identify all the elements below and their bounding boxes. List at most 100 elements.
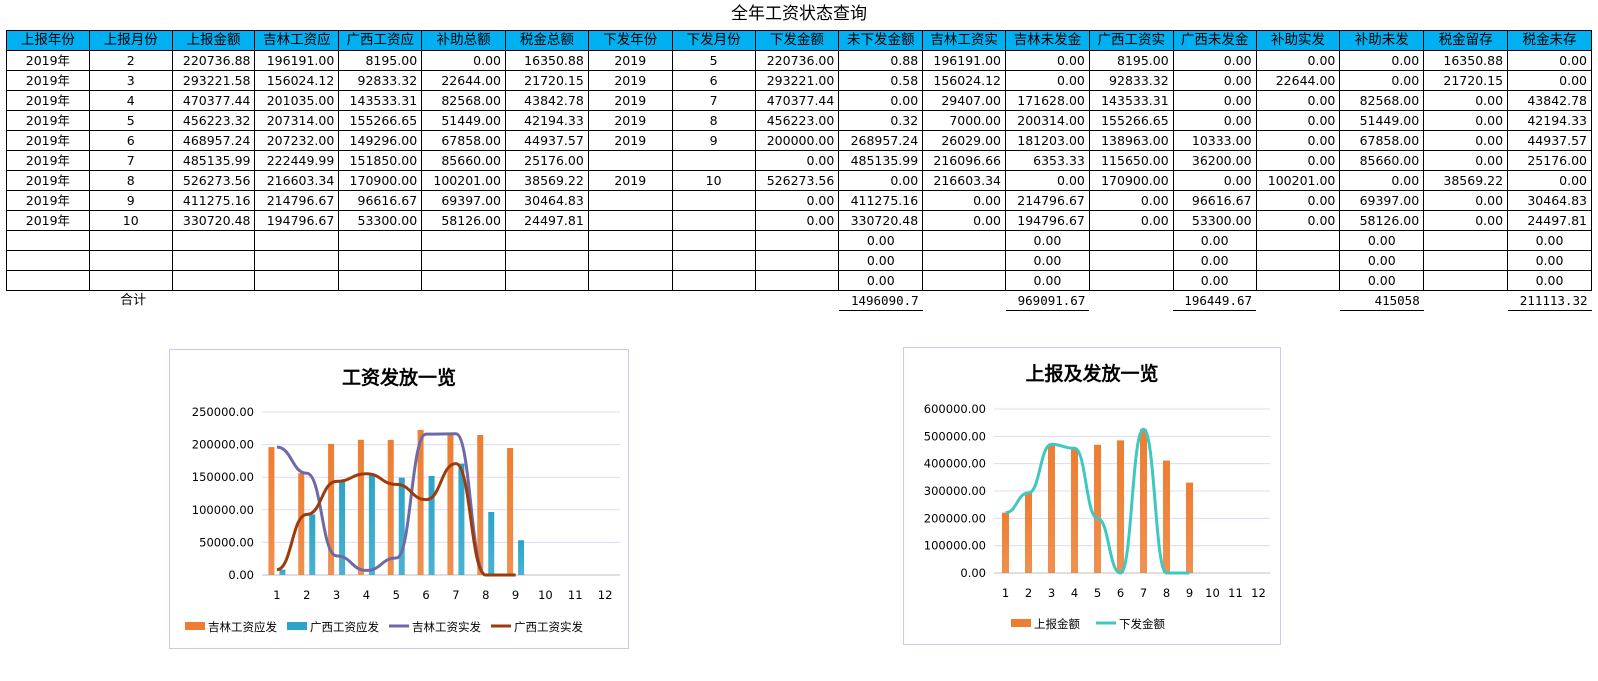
table-cell[interactable]: 214796.67 [254, 190, 340, 211]
table-cell[interactable]: 30464.83 [1507, 190, 1592, 211]
bar[interactable] [458, 463, 465, 575]
table-cell[interactable]: 38569.22 [505, 170, 589, 191]
bar[interactable] [398, 477, 405, 575]
table-cell[interactable]: 138963.00 [1088, 130, 1174, 151]
table-cell[interactable]: 69397.00 [421, 190, 506, 211]
table-cell[interactable]: 42194.33 [1507, 110, 1592, 131]
legend-item[interactable]: 广西工资应发 [287, 620, 379, 634]
table-cell[interactable] [587, 230, 673, 251]
table-cell[interactable]: 0.00 [1255, 50, 1341, 71]
table-cell[interactable]: 143533.31 [1088, 90, 1174, 111]
table-cell[interactable]: 29407.00 [922, 90, 1007, 111]
table-cell[interactable]: 8195.00 [338, 50, 423, 71]
table-cell[interactable]: 0.00 [1088, 210, 1174, 231]
table-cell[interactable]: 485135.99 [171, 150, 256, 171]
table-cell[interactable]: 526273.56 [171, 170, 256, 191]
table-cell[interactable]: 468957.24 [171, 130, 256, 151]
table-cell[interactable]: 196191.00 [254, 50, 340, 71]
column-header[interactable]: 税金总额 [505, 30, 589, 51]
table-cell[interactable]: 268957.24 [838, 130, 924, 151]
bar[interactable] [1140, 429, 1147, 573]
table-cell[interactable] [88, 250, 173, 271]
table-cell[interactable] [671, 190, 756, 211]
table-cell[interactable] [1255, 270, 1341, 291]
table-cell[interactable] [338, 270, 423, 291]
table-cell[interactable]: 0.58 [838, 70, 924, 91]
table-cell[interactable]: 16350.88 [1423, 50, 1509, 71]
table-cell[interactable] [171, 250, 256, 271]
table-cell[interactable]: 58126.00 [1339, 210, 1425, 231]
table-cell[interactable]: 220736.00 [754, 50, 840, 71]
column-header[interactable]: 吉林未发金 [1005, 30, 1090, 51]
bar[interactable] [1025, 492, 1032, 573]
table-cell[interactable]: 2019年 [6, 130, 90, 151]
table-cell[interactable] [587, 150, 673, 171]
column-header[interactable]: 税金未存 [1507, 30, 1592, 51]
table-cell[interactable]: 2019年 [6, 190, 90, 211]
table-cell[interactable] [1423, 270, 1509, 291]
table-cell[interactable]: 21720.15 [1423, 70, 1509, 91]
report-payout-chart[interactable]: 上报及发放一览 0.00 100000.00 200000.00 300000.00 40… [903, 347, 1281, 645]
table-cell[interactable]: 170900.00 [1088, 170, 1174, 191]
table-cell[interactable]: 0.00 [1005, 70, 1090, 91]
table-cell[interactable]: 196191.00 [922, 50, 1007, 71]
table-cell[interactable]: 0.00 [838, 230, 924, 251]
table-cell[interactable]: 330720.48 [838, 210, 924, 231]
table-cell[interactable]: 2019 [587, 50, 673, 71]
table-cell[interactable] [171, 270, 256, 291]
table-cell[interactable]: 0.00 [1507, 50, 1592, 71]
bar[interactable] [1117, 440, 1124, 573]
table-cell[interactable]: 22644.00 [421, 70, 506, 91]
table-cell[interactable]: 194796.67 [254, 210, 340, 231]
table-cell[interactable]: 21720.15 [505, 70, 589, 91]
table-cell[interactable]: 42194.33 [505, 110, 589, 131]
table-cell[interactable]: 0.00 [1172, 250, 1257, 271]
table-cell[interactable]: 0.00 [1172, 270, 1257, 291]
table-cell[interactable]: 0.32 [838, 110, 924, 131]
table-cell[interactable]: 67858.00 [421, 130, 506, 151]
bar[interactable] [447, 433, 454, 575]
legend-item[interactable]: 上报金额 [1011, 617, 1080, 631]
table-cell[interactable] [88, 270, 173, 291]
table-cell[interactable]: 115650.00 [1088, 150, 1174, 171]
table-cell[interactable] [587, 210, 673, 231]
table-cell[interactable]: 293221.58 [171, 70, 256, 91]
table-cell[interactable]: 330720.48 [171, 210, 256, 231]
table-cell[interactable]: 0.00 [1423, 210, 1509, 231]
table-cell[interactable]: 2019年 [6, 110, 90, 131]
column-header[interactable]: 上报金额 [171, 30, 256, 51]
table-cell[interactable] [254, 270, 340, 291]
table-cell[interactable]: 411275.16 [838, 190, 924, 211]
table-cell[interactable]: 456223.32 [171, 110, 256, 131]
table-cell[interactable] [1088, 270, 1174, 291]
table-cell[interactable]: 85660.00 [421, 150, 506, 171]
table-cell[interactable]: 214796.67 [1005, 190, 1090, 211]
column-header[interactable]: 上报年份 [6, 30, 90, 51]
table-cell[interactable]: 0.00 [1172, 170, 1257, 191]
bar[interactable] [279, 569, 286, 575]
table-cell[interactable] [922, 270, 1007, 291]
table-cell[interactable]: 44937.57 [1507, 130, 1592, 151]
table-cell[interactable]: 5 [671, 50, 756, 71]
table-cell[interactable]: 8 [88, 170, 173, 191]
table-cell[interactable]: 2019 [587, 70, 673, 91]
table-cell[interactable]: 201035.00 [254, 90, 340, 111]
table-cell[interactable] [1088, 250, 1174, 271]
table-cell[interactable]: 0.00 [754, 190, 840, 211]
table-cell[interactable]: 10 [671, 170, 756, 191]
table-cell[interactable]: 0.00 [1339, 50, 1425, 71]
table-cell[interactable]: 170900.00 [338, 170, 423, 191]
column-header[interactable]: 补助实发 [1255, 30, 1341, 51]
table-cell[interactable]: 0.00 [1172, 90, 1257, 111]
table-cell[interactable] [754, 230, 840, 251]
series-line[interactable] [1005, 427, 1190, 575]
table-cell[interactable]: 6 [671, 70, 756, 91]
table-cell[interactable]: 0.00 [1172, 70, 1257, 91]
table-cell[interactable] [1088, 230, 1174, 251]
table-cell[interactable]: 0.00 [1339, 70, 1425, 91]
table-cell[interactable] [1255, 230, 1341, 251]
bar[interactable] [1163, 460, 1170, 573]
table-cell[interactable]: 0.00 [1005, 230, 1090, 251]
table-cell[interactable]: 194796.67 [1005, 210, 1090, 231]
table-cell[interactable] [587, 250, 673, 271]
